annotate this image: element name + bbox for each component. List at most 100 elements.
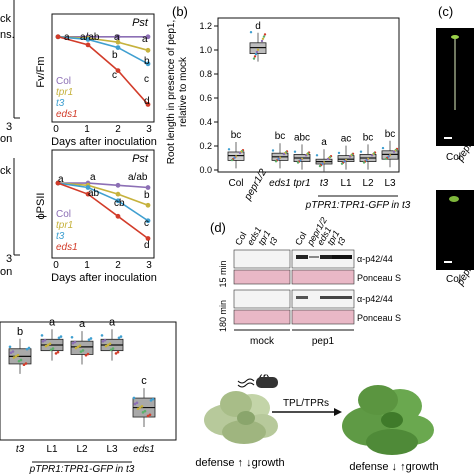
x-tick-label: tpr1 xyxy=(293,178,310,189)
jitter-point xyxy=(9,351,13,355)
xtick: 1 xyxy=(84,260,90,271)
fvfm-pst-label: Pst xyxy=(132,17,149,29)
bottom-boxplot: b t3 a L1 a L2 a L3 c eds1 pTPR1:TPR1-GFP in t3 xyxy=(0,316,177,474)
x-tick-label: L3 xyxy=(384,178,396,189)
treatment-mock: mock xyxy=(250,336,275,347)
x-tick-label: eds1 xyxy=(269,178,291,189)
sig-letter: a xyxy=(49,316,56,328)
panel-b-ylabel-1: Root length in presence of pep1, xyxy=(166,20,177,165)
jitter-point xyxy=(136,407,140,411)
jitter-point xyxy=(76,345,80,349)
fvfm-letters: a a/ab a a b b c c d xyxy=(64,32,150,107)
series-line-t3 xyxy=(57,182,149,222)
arrow-label: TPL/TPRs xyxy=(283,398,329,409)
jitter-point xyxy=(86,352,90,356)
jitter-point xyxy=(25,347,29,351)
xtick: 3 xyxy=(146,260,152,271)
fv-letter: a xyxy=(64,32,70,43)
sig-letter: a xyxy=(79,318,86,330)
series-line-eds1 xyxy=(57,182,149,240)
legend-t3: t3 xyxy=(56,98,65,109)
legend-col: Col xyxy=(56,209,71,220)
jitter-point xyxy=(11,350,15,353)
panel-b-construct: pTPR1:TPR1-GFP in t3 xyxy=(305,200,411,211)
jitter-point xyxy=(22,363,26,367)
jitter-point xyxy=(119,335,123,338)
signal-label: α-p42/44 xyxy=(357,254,393,264)
jitter-point xyxy=(51,347,55,350)
jitter-point xyxy=(12,356,16,359)
panel-d-label: (d) xyxy=(210,220,226,235)
fv-letter: c xyxy=(144,74,149,85)
fvfm-xticks: 0 1 2 3 xyxy=(53,124,152,135)
data-point xyxy=(115,182,121,188)
left-plant-caption: defense ↑ ↓growth xyxy=(195,457,284,469)
xtick: 2 xyxy=(115,124,121,135)
fv-letter: d xyxy=(144,96,150,107)
jitter-point xyxy=(89,337,93,340)
panel-b: (b) Root length in presence of pep1, rel… xyxy=(166,4,411,211)
fvfm-xlabel: Days after inoculation xyxy=(51,136,157,148)
col-label: t3 xyxy=(335,235,347,247)
jitter-point xyxy=(17,359,21,363)
sig-letter: bc xyxy=(231,130,242,141)
data-point xyxy=(145,34,151,40)
jitter-point xyxy=(48,342,52,346)
jitter-point xyxy=(262,35,266,38)
legend-tpr1: tpr1 xyxy=(56,220,73,231)
jitter-point xyxy=(117,336,121,340)
data-point xyxy=(145,47,151,53)
psii-letter: b xyxy=(144,190,150,201)
jitter-point xyxy=(261,37,265,40)
row-label-180: 180 min xyxy=(218,300,228,332)
jitter-point xyxy=(249,31,253,34)
x-tick-label: L3 xyxy=(106,444,118,455)
data-point xyxy=(115,39,121,45)
psii-xlabel: Days after inoculation xyxy=(51,272,157,284)
data-point xyxy=(145,236,151,241)
jitter-point xyxy=(282,152,286,156)
data-point xyxy=(55,34,61,40)
jitter-point xyxy=(141,411,145,414)
y-tick-label: 0.0 xyxy=(199,165,212,175)
data-point xyxy=(85,37,91,42)
jitter-point xyxy=(255,50,259,54)
jitter-point xyxy=(108,342,112,346)
jitter-point xyxy=(40,334,44,337)
sig-letter: a xyxy=(109,316,116,328)
panel-c-label: (c) xyxy=(438,4,453,19)
sig-letter: bc xyxy=(275,131,286,142)
fvfm-legend: Col tpr1 t3 eds1 xyxy=(56,76,78,120)
y-tick-label: 0.8 xyxy=(199,69,212,79)
ponceau-15-pep1 xyxy=(291,269,355,285)
panel-b-ylabel-2: relative to mock xyxy=(178,56,189,127)
blot-col-labels-right: Col pepr1/2 eds1 tpr1 t3 xyxy=(293,216,347,248)
data-point xyxy=(145,185,151,190)
y-tick-label: 0.4 xyxy=(199,117,212,127)
jitter-point xyxy=(27,346,31,350)
series-line-Col xyxy=(58,182,149,189)
jitter-point xyxy=(337,151,341,155)
signal-label: Ponceau S xyxy=(357,313,401,323)
data-point xyxy=(85,42,91,48)
ponceau-180-mock xyxy=(233,309,291,325)
data-point xyxy=(145,102,151,107)
jitter-point xyxy=(230,158,234,162)
fv-letter: a xyxy=(114,32,120,43)
jitter-point xyxy=(370,154,374,157)
x-tick-label: eds1 xyxy=(133,444,155,455)
psii-letter: cb xyxy=(114,198,125,209)
legend-eds1: eds1 xyxy=(56,242,78,253)
jitter-point xyxy=(106,343,110,347)
psii-letter: ab xyxy=(88,188,100,199)
y-tick-label: 0.2 xyxy=(199,141,212,151)
jitter-point xyxy=(296,161,300,164)
legend-eds1: eds1 xyxy=(56,109,78,120)
jitter-point xyxy=(87,338,91,341)
xtick: 0 xyxy=(53,260,59,271)
y-tick-label: 0.6 xyxy=(199,93,212,103)
jitter-point xyxy=(100,334,104,337)
x-tick-label: t3 xyxy=(16,444,25,455)
ponceau-15-mock xyxy=(233,269,291,285)
jitter-point xyxy=(16,353,20,357)
